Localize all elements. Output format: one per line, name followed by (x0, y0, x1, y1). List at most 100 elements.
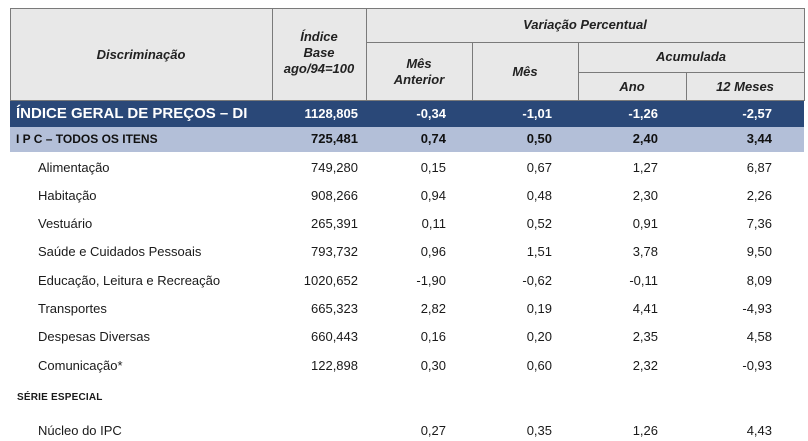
row-mes-anterior: 0,27 (420, 423, 446, 438)
row-mes-anterior: 0,30 (420, 358, 446, 373)
row-indice: 908,266 (311, 188, 358, 203)
row-12-meses: 6,87 (746, 160, 772, 175)
row-12-meses: 8,09 (746, 273, 772, 288)
row-mes-anterior: 0,11 (421, 216, 446, 231)
header-indice-line3: ago/94=100 (283, 61, 355, 76)
di-row-ano: -1,26 (628, 106, 658, 121)
row-ano: 2,32 (632, 358, 658, 373)
row-12-meses: -0,93 (742, 358, 772, 373)
header-mes-text: Mês (512, 63, 538, 79)
header-variacao-text: Variação Percentual (523, 17, 647, 32)
row-label: Saúde e Cuidados Pessoais (38, 244, 202, 259)
header-12-meses-text: 12 Meses (716, 78, 774, 94)
header-discriminacao-text: Discriminação (96, 46, 186, 62)
header-divider (472, 42, 473, 101)
header-divider (686, 72, 687, 101)
row-label: Vestuário (38, 216, 93, 231)
row-ano: 3,78 (632, 244, 658, 259)
header-mes-anterior-line1: Mês (406, 56, 432, 71)
header-top-border (10, 8, 804, 9)
row-ano: 1,26 (632, 423, 658, 438)
row-label: Núcleo do IPC (38, 423, 122, 438)
row-mes: -0,62 (522, 273, 552, 288)
row-ano: 2,35 (632, 329, 658, 344)
header-divider (578, 42, 579, 101)
row-indice (272, 421, 358, 441)
header-variacao-percentual: Variação Percentual (366, 8, 804, 42)
header-divider (366, 42, 804, 43)
ipc-row-indice: 725,481 (311, 131, 358, 146)
header-indice-line1: Índice (300, 29, 338, 44)
row-indice: 1020,652 (303, 273, 358, 288)
di-row: ÍNDICE GERAL DE PREÇOS – DI 1128,805 -0,… (10, 101, 804, 127)
row-indice: 793,732 (311, 244, 358, 259)
row-mes-anterior: 0,16 (420, 329, 446, 344)
header-indice-line2: Base (303, 45, 335, 60)
header-ano-text: Ano (619, 78, 645, 94)
row-mes: 0,67 (526, 160, 552, 175)
table-header (10, 8, 804, 101)
row-ano: 0,91 (632, 216, 658, 231)
header-divider (578, 72, 804, 73)
row-indice: 665,323 (311, 301, 358, 316)
section-title-serie-especial: SÉRIE ESPECIAL (17, 392, 103, 403)
ipc-row-ano: 2,40 (632, 131, 658, 146)
header-mes-anterior-line2: Anterior (393, 72, 445, 87)
di-row-label: ÍNDICE GERAL DE PREÇOS – DI (16, 105, 248, 122)
row-12-meses: 7,36 (746, 216, 772, 231)
row-label: Habitação (38, 188, 97, 203)
row-12-meses: 9,50 (746, 244, 772, 259)
row-ano: 2,30 (632, 188, 658, 203)
row-mes-anterior: 0,15 (420, 160, 446, 175)
row-label: Transportes (38, 301, 107, 316)
row-indice: 122,898 (311, 358, 358, 373)
header-divider (272, 8, 273, 101)
row-mes: 0,52 (526, 216, 552, 231)
row-mes-anterior: 2,82 (420, 301, 446, 316)
header-acumulada: Acumulada (578, 42, 804, 72)
row-12-meses: -4,93 (742, 301, 772, 316)
row-label: Alimentação (38, 160, 110, 175)
header-12-meses: 12 Meses (686, 72, 804, 101)
row-12-meses: 4,43 (746, 423, 772, 438)
row-label: Educação, Leitura e Recreação (38, 273, 221, 288)
row-mes: 0,35 (526, 423, 552, 438)
row-mes: 0,20 (526, 329, 552, 344)
ipc-row-label: I P C – TODOS OS ITENS (16, 132, 158, 146)
ipc-row-12-meses: 3,44 (746, 131, 772, 146)
row-mes-anterior: 0,94 (420, 188, 446, 203)
header-bottom-border (10, 100, 804, 101)
row-label: Despesas Diversas (38, 329, 150, 344)
row-indice: 265,391 (311, 216, 358, 231)
di-row-indice: 1128,805 (304, 106, 358, 121)
header-divider (804, 8, 805, 101)
di-row-12-meses: -2,57 (742, 106, 772, 121)
row-12-meses: 4,58 (746, 329, 772, 344)
row-ano: 1,27 (632, 160, 658, 175)
row-mes: 0,60 (526, 358, 552, 373)
row-ano: 4,41 (632, 301, 658, 316)
header-mes-anterior: Mês Anterior (366, 50, 472, 94)
row-label: Comunicação* (38, 358, 123, 373)
header-mes: Mês (472, 42, 578, 101)
header-ano: Ano (578, 72, 686, 101)
row-mes: 0,48 (526, 188, 552, 203)
header-divider (366, 8, 367, 101)
row-indice: 749,280 (311, 160, 358, 175)
header-indice-base: Índice Base ago/94=100 (272, 20, 366, 86)
ipc-row: I P C – TODOS OS ITENS 725,481 0,74 0,50… (10, 127, 804, 152)
di-row-mes-anterior: -0,34 (416, 106, 446, 121)
row-ano: -0,11 (629, 273, 658, 288)
row-indice: 660,443 (311, 329, 358, 344)
header-discriminacao: Discriminação (10, 8, 272, 101)
row-12-meses: 2,26 (746, 188, 772, 203)
ipc-row-mes-anterior: 0,74 (420, 131, 446, 146)
row-mes-anterior: -1,90 (416, 273, 446, 288)
di-row-mes: -1,01 (522, 106, 552, 121)
row-mes: 1,51 (526, 244, 552, 259)
row-mes-anterior: 0,96 (420, 244, 446, 259)
ipc-row-mes: 0,50 (526, 131, 552, 146)
header-acumulada-text: Acumulada (655, 49, 727, 64)
row-mes: 0,19 (526, 301, 552, 316)
